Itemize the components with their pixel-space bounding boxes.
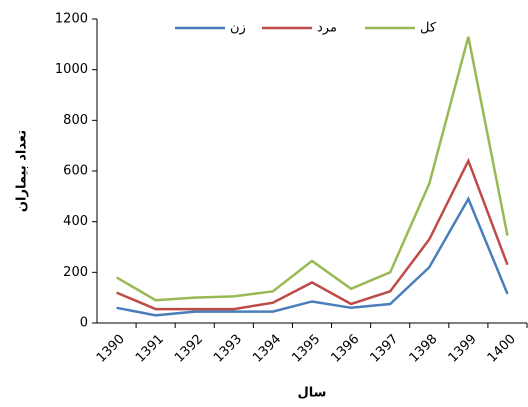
x-tick-label: 1394 [250,332,284,366]
x-tick-label: 1398 [407,332,441,366]
y-tick-label: 600 [63,164,88,179]
x-tick-label: 1393 [211,332,245,366]
x-tick-label: 1396 [328,332,362,366]
x-tick-label: 1390 [94,332,128,366]
series-line [115,36,509,302]
x-axis-title: سال [298,386,327,401]
y-tick-label: 0 [80,316,88,331]
legend-label: کل [420,21,437,36]
x-tick-label: 1395 [289,332,323,366]
series-line [116,157,509,311]
y-tick-label: 800 [63,113,88,128]
x-tick-label: 1400 [485,332,519,366]
y-axis-title: تعداد بیماران [15,130,30,212]
x-tick-label: 1397 [367,332,401,366]
x-tick-label: 1399 [446,332,480,366]
y-tick-label: 200 [63,265,88,280]
y-tick-label: 400 [63,214,88,229]
x-tick-label: 1392 [172,332,206,366]
legend-label: مرد [317,21,337,36]
series-line [116,196,509,317]
legend-label: زن [230,21,246,36]
y-tick-label: 1200 [55,12,88,27]
x-tick-label: 1391 [133,332,167,366]
y-tick-label: 1000 [55,62,88,77]
